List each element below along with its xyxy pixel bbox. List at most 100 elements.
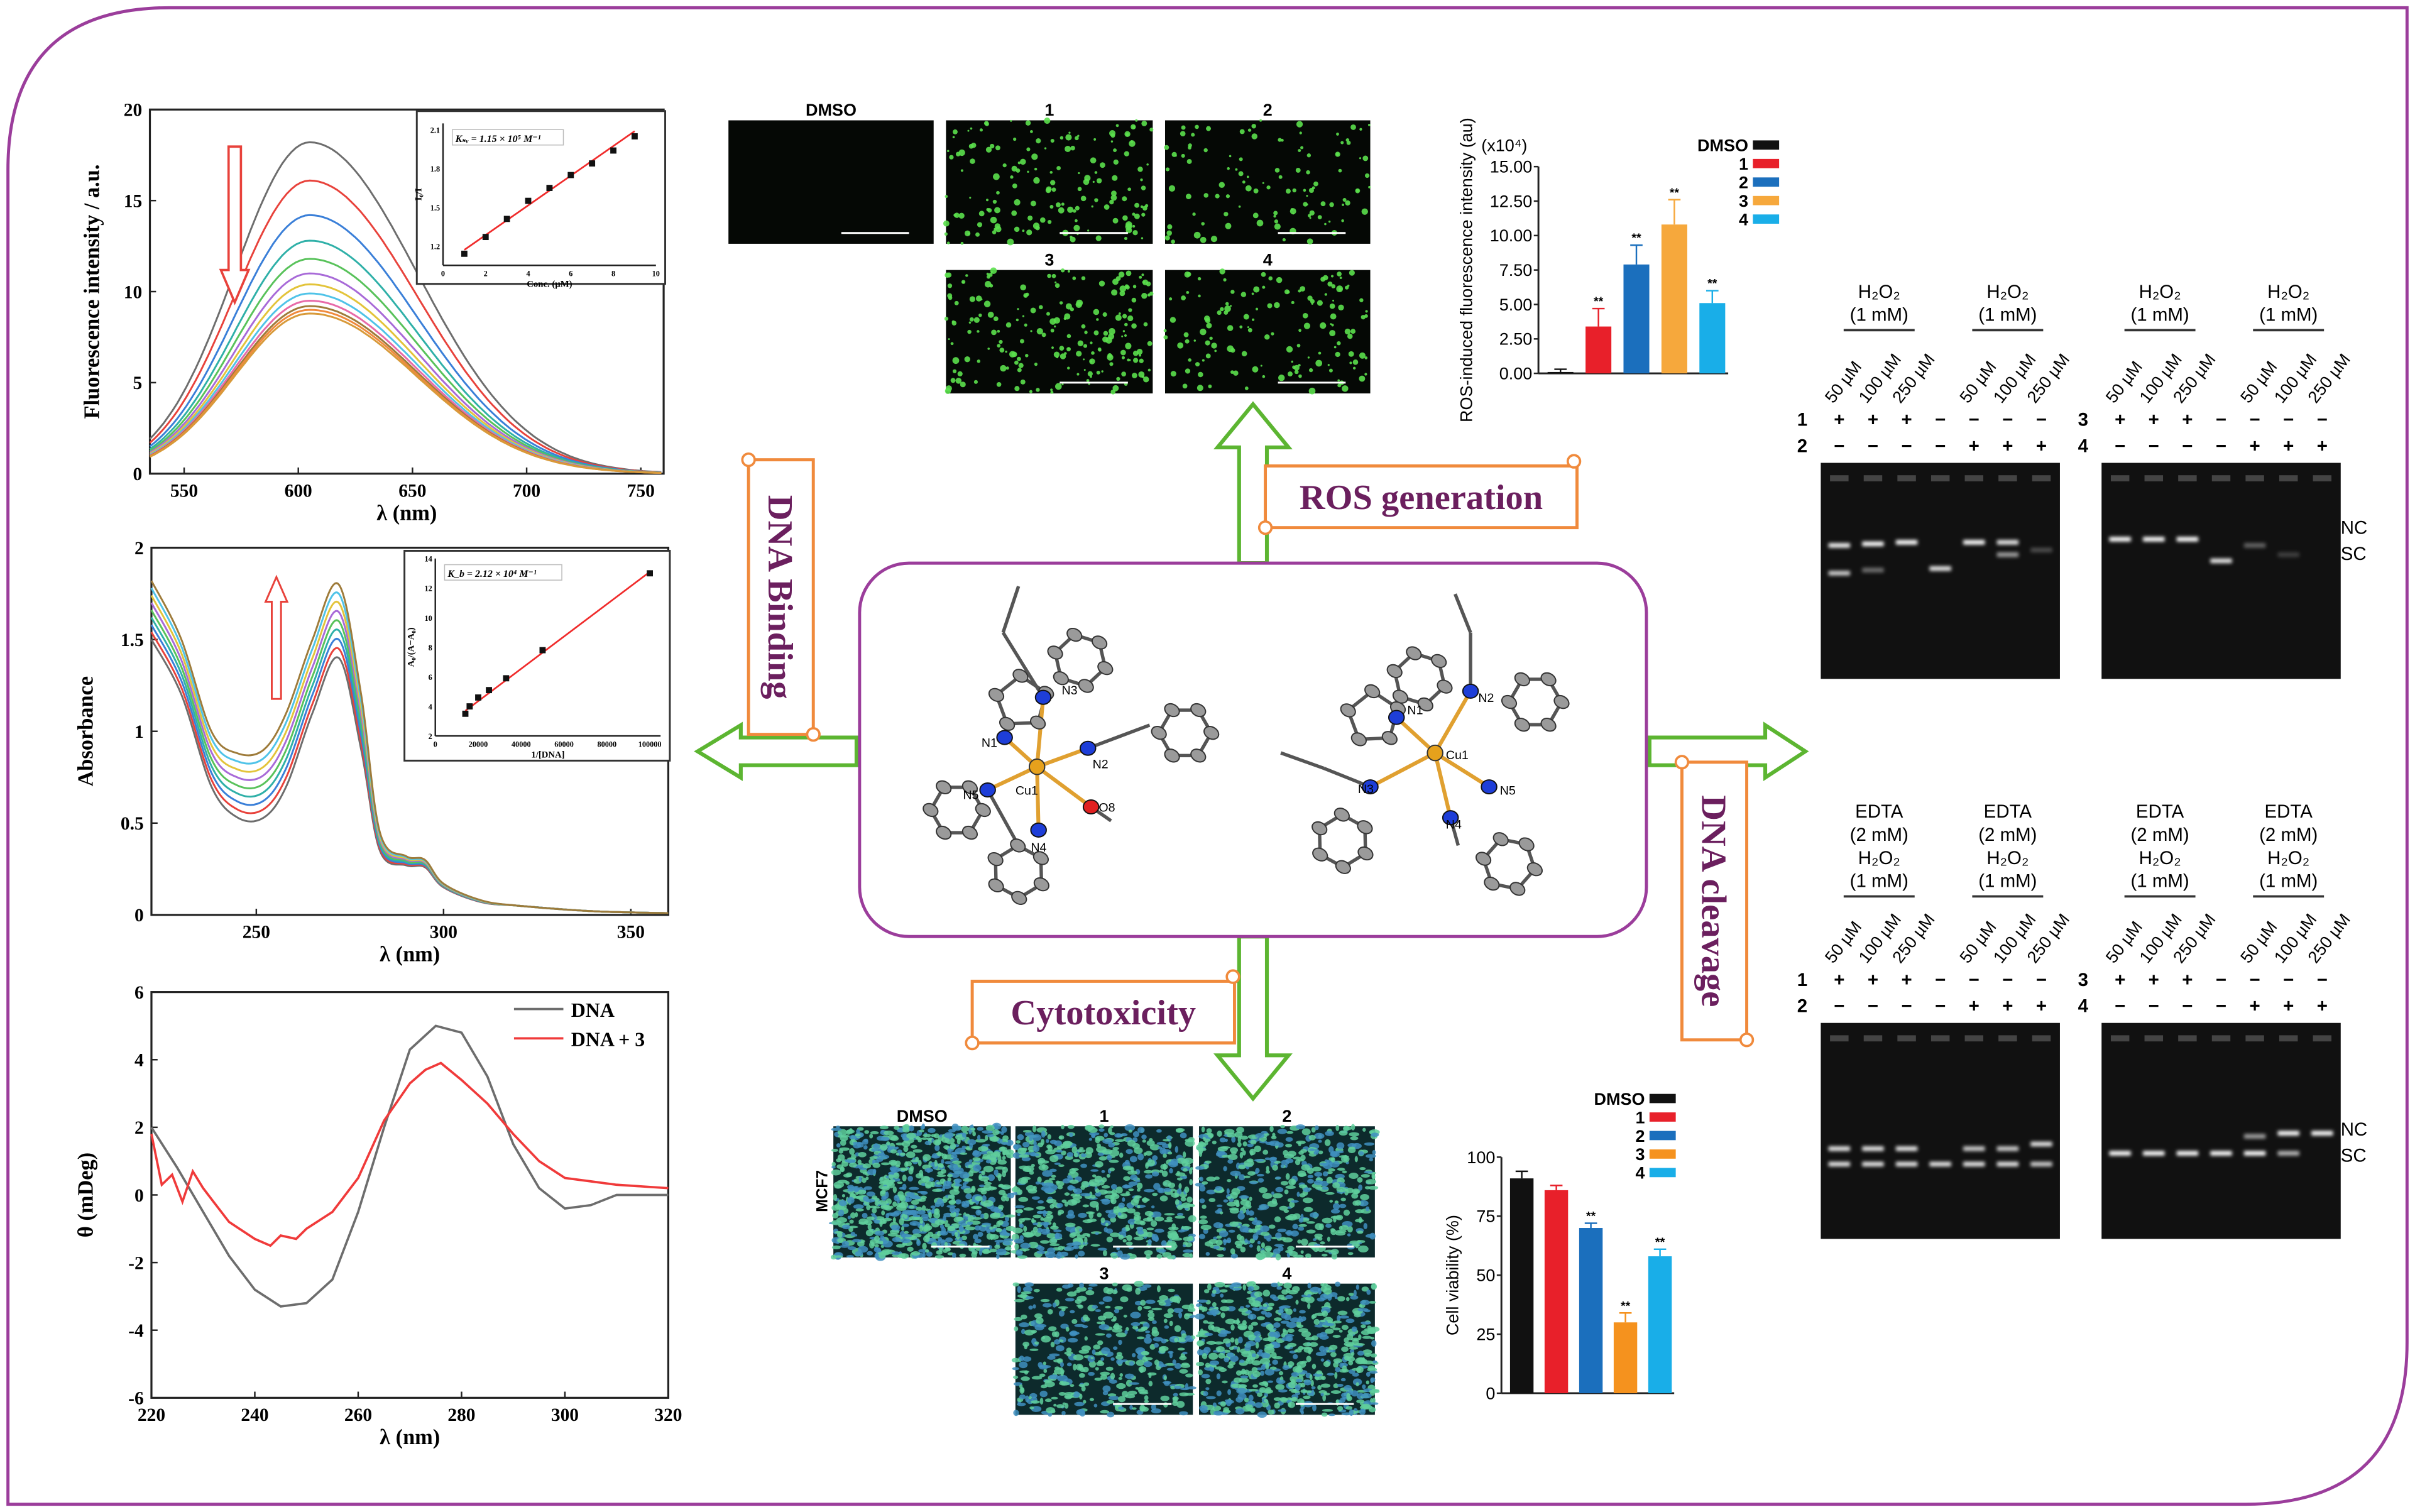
cell [1075, 1254, 1078, 1259]
cell [1144, 1170, 1153, 1174]
cell [1275, 1253, 1281, 1261]
cell [882, 1240, 893, 1248]
cell [1032, 1222, 1039, 1225]
cell [1123, 1315, 1127, 1318]
gel-well [1830, 475, 1849, 481]
cell [1109, 1396, 1120, 1401]
cell [841, 1193, 845, 1198]
cell [1071, 1318, 1078, 1324]
cell [909, 1125, 914, 1132]
cell [1057, 1185, 1063, 1190]
fluorescent-cell [1141, 185, 1146, 190]
sign-mark: − [1868, 996, 1878, 1017]
fluorescent-cell [1165, 167, 1170, 172]
cell [837, 1238, 843, 1243]
cell [1143, 1361, 1153, 1367]
cell [1200, 1328, 1204, 1335]
cell [1358, 1184, 1362, 1191]
cell [1281, 1289, 1288, 1295]
cell [1073, 1364, 1077, 1371]
carbon-atom [1190, 703, 1207, 718]
sign-mark: − [2216, 996, 2226, 1017]
cell [1105, 1366, 1114, 1371]
concentration-label: 50 µM [2237, 358, 2281, 407]
fluorescent-cell [1010, 175, 1014, 179]
fluorescent-cell [1133, 358, 1139, 363]
cell [1333, 1320, 1342, 1323]
x-tick-label: 240 [241, 1405, 268, 1425]
cell [862, 1139, 868, 1145]
sign-mark: + [1868, 410, 1878, 430]
cell [1332, 1327, 1341, 1330]
cell [1242, 1141, 1247, 1147]
y-tick-label: 2 [429, 732, 432, 741]
cell [1352, 1200, 1359, 1206]
cell [1272, 1164, 1278, 1171]
dna-band [1862, 567, 1884, 572]
fluorescent-cell [1122, 215, 1128, 221]
fluorescent-cell [1125, 285, 1130, 290]
x-tick-label: 220 [138, 1405, 165, 1425]
cell [1088, 1371, 1095, 1376]
cell [1300, 1362, 1304, 1365]
coordination-bond [1433, 751, 1491, 789]
fluorescent-cell [1244, 386, 1249, 390]
cell [858, 1176, 862, 1183]
cell [904, 1230, 909, 1234]
fluorescent-cell [1335, 351, 1340, 358]
cell [1240, 1306, 1244, 1309]
dna-band [1996, 1146, 2019, 1151]
cell [1101, 1347, 1110, 1354]
cell [939, 1230, 948, 1236]
cell [943, 1212, 953, 1218]
cell [1061, 1308, 1066, 1312]
gel-header-label: (2 mM) [1850, 824, 1908, 845]
cell [1333, 1362, 1339, 1368]
cell [1337, 1384, 1344, 1388]
fluorescent-cell [970, 127, 973, 130]
cell [1306, 1221, 1315, 1224]
cell [921, 1213, 930, 1219]
fluorescent-cell [1273, 214, 1276, 218]
fluorescent-cell [1252, 366, 1259, 373]
cell [1239, 1195, 1249, 1199]
cell [1212, 1301, 1217, 1307]
cell [1002, 1156, 1006, 1160]
fluorescent-cell [1225, 302, 1229, 306]
cell [955, 1199, 961, 1205]
fluorescent-cell [1063, 317, 1067, 320]
fluorescent-cell [1131, 323, 1137, 329]
cell [882, 1195, 887, 1200]
cell [1248, 1394, 1254, 1401]
y-tick-label: 0 [133, 464, 143, 485]
cell [1012, 1227, 1023, 1234]
cell [1357, 1308, 1369, 1312]
concentration-label: 50 µM [2237, 918, 2281, 967]
cell [1167, 1242, 1178, 1250]
constant-annotation: Kₛᵥ = 1.15 × 10⁵ M⁻¹ [455, 134, 541, 145]
fluorescent-cell [1034, 167, 1038, 171]
cell [1030, 1153, 1039, 1157]
sign-mark: + [2317, 996, 2328, 1017]
cell [1159, 1195, 1168, 1202]
cell [1043, 1222, 1048, 1228]
fluorescent-cell [1022, 315, 1025, 317]
cell [989, 1234, 999, 1240]
cell [906, 1151, 916, 1158]
sign-mark: − [2036, 970, 2047, 990]
cell [1249, 1181, 1258, 1185]
cell [1075, 1364, 1083, 1371]
cell [1069, 1132, 1073, 1137]
cell [1064, 1192, 1070, 1196]
gel-well [2032, 475, 2051, 481]
cell [1238, 1174, 1246, 1181]
carbon-atom [1514, 672, 1530, 687]
cell [909, 1235, 917, 1240]
cell [899, 1167, 909, 1171]
sign-mark: + [1834, 410, 1844, 430]
ros-image-0: DMSO [728, 101, 934, 244]
cell [1288, 1178, 1296, 1186]
fluorescent-cell [1118, 312, 1121, 315]
cell [915, 1156, 919, 1162]
cell [1264, 1344, 1274, 1349]
